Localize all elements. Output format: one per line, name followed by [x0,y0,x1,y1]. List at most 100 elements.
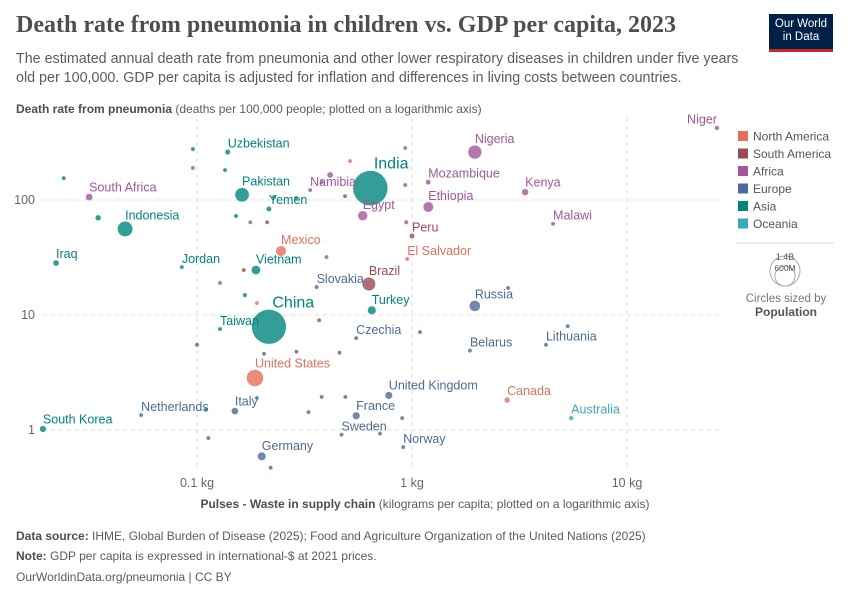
logo-text: Our World in Data [774,18,828,43]
point-label: El Salvador [407,244,471,258]
point-taiwan [217,326,223,332]
data-point [293,349,299,355]
point-france [352,411,361,420]
size-legend-small-label: 600M [774,263,795,273]
x-tick-label: 0.1 kg [180,476,214,490]
scatter-plot: 0.1 kg 1 kg 10 kg 1 10 100 Niger Nigeria India K… [14,113,834,490]
point-mexico [275,245,287,257]
legend-label: South America [753,147,831,161]
legend-swatch [738,218,748,229]
data-point [264,219,270,225]
point-ethiopia [422,201,434,213]
point-label: United States [255,357,330,371]
point-label: Australia [571,403,620,417]
point-label: Lithuania [546,330,597,344]
point-label: Canada [507,384,551,398]
data-point [242,292,248,298]
data-point [217,280,223,286]
data-point [261,351,267,357]
legend-swatch [738,183,748,194]
y-axis-label-rest: (deaths per 100,000 people; plotted on a… [172,102,482,116]
point-namibia [307,187,313,193]
x-axis-label-rest: (kilograms per capita; plotted on a loga… [375,497,650,511]
point-label: Belarus [470,335,512,349]
point-label: Egypt [363,198,395,212]
point-el-salvador [404,256,410,262]
point-label: South Korea [43,413,113,427]
data-point [342,193,348,199]
note: Note: GDP per capita is expressed in int… [16,549,377,563]
data-point [233,213,239,219]
point-label: China [272,294,314,311]
point-label: Brazil [369,264,400,278]
source-label: Data source: [16,529,89,543]
point-label: Czechia [356,323,401,337]
point-india [352,170,389,206]
legend-swatch [738,131,748,141]
point-label: Indonesia [125,208,179,222]
x-axis-label: Pulses - Waste in supply chain (kilogram… [0,497,850,511]
data-point [222,167,228,173]
point-russia [469,300,481,312]
chart-title: Death rate from pneumonia in children vs… [16,12,676,38]
legend-swatch [738,201,748,211]
data-point [316,317,322,323]
data-point [268,465,274,471]
x-tick-label: 10 kg [612,476,643,490]
point-brazil [361,276,376,292]
point-united-kingdom [384,391,393,400]
point-label: Mozambique [428,166,500,180]
point-label: Italy [235,395,259,409]
point-norway [400,444,406,450]
point-label: Turkey [372,293,410,307]
point-label: Russia [475,287,513,301]
point-iraq [52,259,60,267]
size-legend-title: Circles sized by [746,293,827,305]
point-label: Taiwan [220,314,259,328]
point-indonesia [117,221,134,237]
owid-logo[interactable]: Our World in Data [769,14,833,52]
data-point [306,409,311,415]
source-url-link[interactable]: OurWorldinData.org/pneumonia | CC BY [16,570,232,584]
y-tick-label: 100 [14,193,35,207]
point-china [251,309,287,345]
data-point [271,194,277,200]
point-label: Peru [412,220,438,234]
point-pakistan [234,187,250,203]
size-legend-small-circle [774,265,796,287]
data-point [403,219,409,225]
point-label: Pakistan [242,175,290,189]
point-uzbekistan [224,149,231,156]
point-italy [231,407,239,415]
point-jordan [179,264,185,270]
point-label: Norway [403,432,446,446]
data-point [293,195,299,201]
point-south-korea [39,425,47,433]
point-slovakia [314,284,320,290]
data-point [337,350,342,356]
data-point [505,285,511,291]
chart-subtitle: The estimated annual death rate from pne… [16,51,739,86]
data-point [565,323,571,329]
point-lithuania [543,342,549,348]
data-point [190,165,196,171]
point-australia [568,415,574,421]
point-label: Uzbekistan [228,136,290,150]
size-legend-large-label: 1.4B [776,252,795,262]
y-tick-label: 1 [28,423,35,437]
point-label: Kenya [525,176,560,190]
point-sweden [339,432,344,438]
point-label: Germany [262,439,314,453]
data-point [194,342,200,348]
data-point [94,214,102,221]
point-belarus [467,348,473,354]
point-czechia [353,335,359,341]
point-label: Iraq [56,247,78,261]
data-point [377,431,383,437]
data-point [399,415,405,421]
data-point [190,146,196,152]
data-source: Data source: IHME, Global Burden of Dise… [16,529,646,543]
data-point [326,171,334,179]
grid: 0.1 kg 1 kg 10 kg 1 10 100 [14,118,720,490]
point-united-states [246,369,264,387]
